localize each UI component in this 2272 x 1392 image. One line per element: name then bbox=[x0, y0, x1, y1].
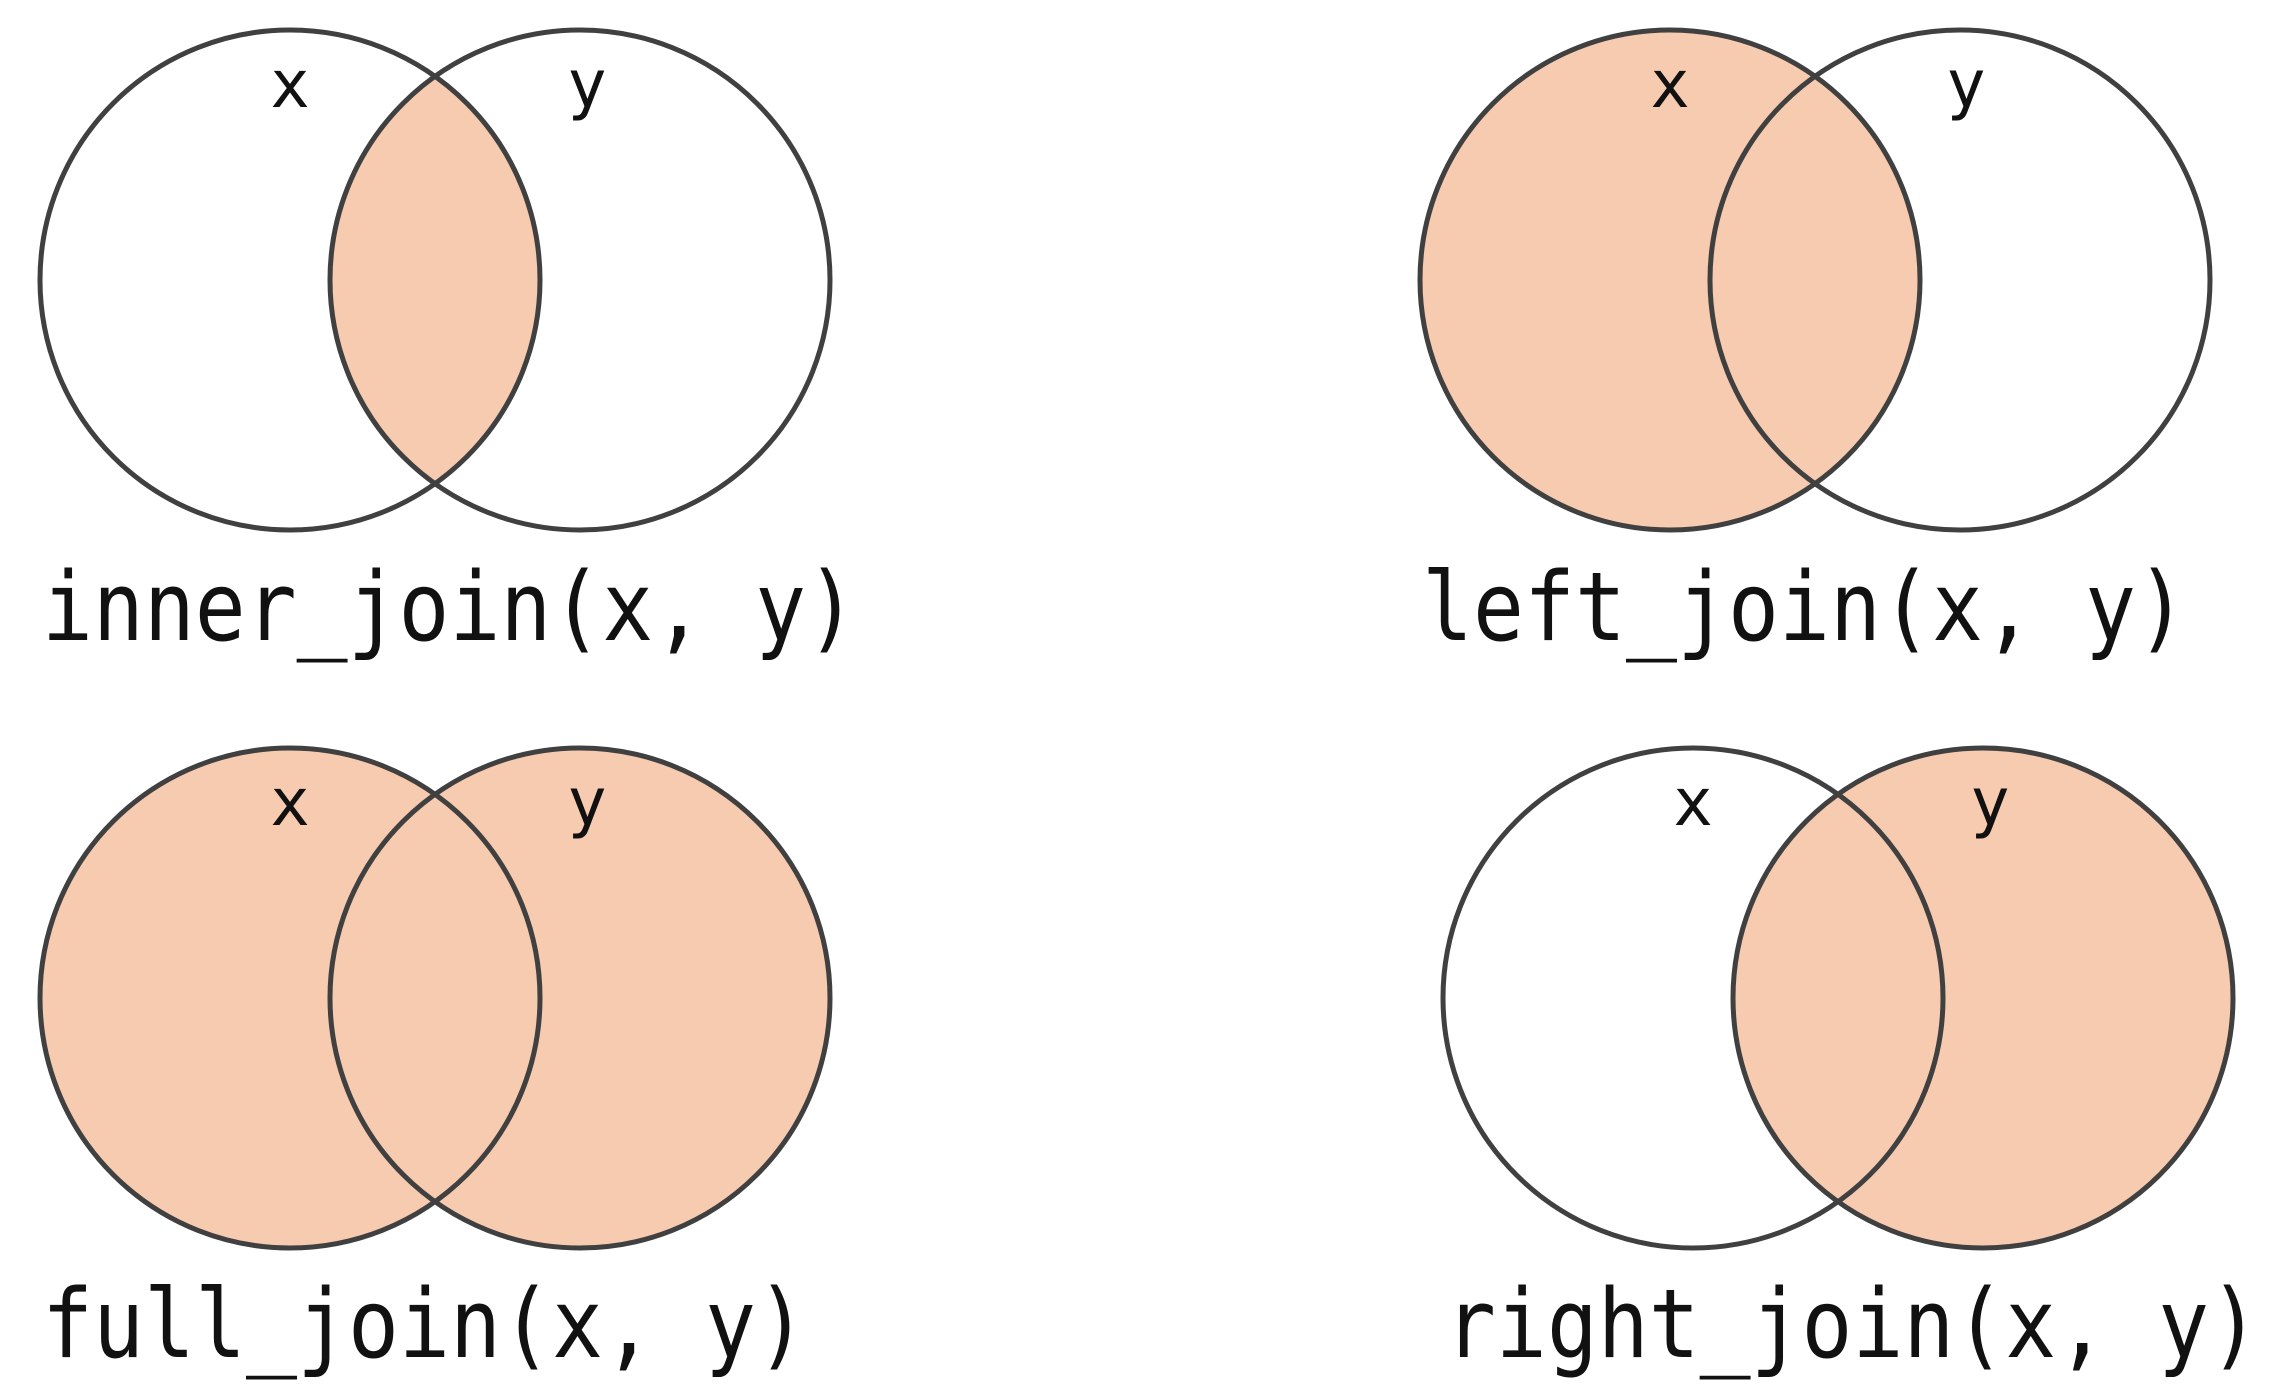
set-x-label: x bbox=[1650, 46, 1690, 123]
left-join-caption: left_join(x, y) bbox=[1422, 553, 2187, 663]
set-x-circle bbox=[1417, 27, 1923, 533]
set-x-label: x bbox=[270, 764, 310, 841]
set-x-label: x bbox=[270, 46, 310, 123]
inner-join-caption: inner_join(x, y) bbox=[42, 553, 857, 663]
full-y-fill bbox=[330, 748, 830, 1248]
inner-intersection-fill bbox=[330, 30, 540, 530]
full-join-caption: full_join(x, y) bbox=[42, 1270, 807, 1380]
set-y-circle bbox=[327, 745, 833, 1251]
set-x-circle bbox=[37, 27, 543, 533]
set-y-circle bbox=[1730, 745, 2236, 1251]
venn-full-join: x y full_join(x, y) bbox=[37, 745, 833, 1380]
set-y-label: y bbox=[1946, 46, 1986, 123]
set-y-label: y bbox=[567, 764, 607, 841]
right-join-caption: right_join(x, y) bbox=[1445, 1270, 2260, 1380]
set-x-circle bbox=[1440, 745, 1946, 1251]
venn-right-join: x y right_join(x, y) bbox=[1440, 745, 2260, 1380]
set-x-label: x bbox=[1673, 764, 1713, 841]
set-y-circle bbox=[1707, 27, 2213, 533]
set-y-label: y bbox=[1970, 764, 2010, 841]
left-set-fill bbox=[1420, 30, 1920, 530]
set-y-label: y bbox=[567, 46, 607, 123]
venn-left-join: x y left_join(x, y) bbox=[1417, 27, 2213, 663]
right-set-fill bbox=[1733, 748, 2233, 1248]
set-x-circle bbox=[37, 745, 543, 1251]
set-y-circle bbox=[327, 27, 833, 533]
venn-inner-join: x y inner_join(x, y) bbox=[37, 27, 857, 663]
